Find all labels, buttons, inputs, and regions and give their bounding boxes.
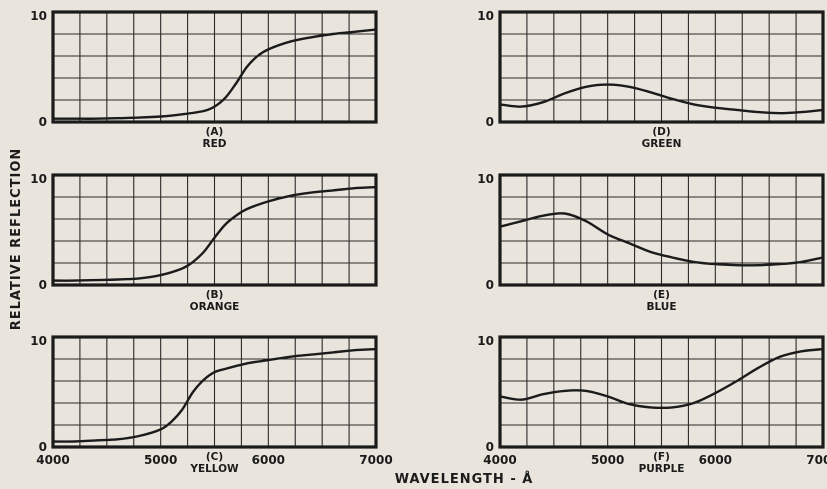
y-tick-label: 10 — [477, 172, 494, 186]
panel-letter: (A) — [206, 126, 224, 138]
panel-orange: 10 0 (B)ORANGE — [30, 172, 378, 313]
x-tick-label: 5000 — [591, 453, 624, 467]
y-tick-label: 10 — [30, 9, 47, 23]
x-axis-label: WAVELENGTH - Å — [395, 471, 534, 487]
x-tick-label: 4000 — [483, 453, 516, 467]
x-tick-label: 4000 — [36, 453, 69, 467]
y-tick-label: 10 — [477, 334, 494, 348]
x-tick-label: 7000 — [359, 453, 392, 467]
series-line-blue — [498, 212, 825, 267]
panel-green: 10 0 (D)GREEN — [477, 9, 825, 150]
y-tick-label: 10 — [477, 9, 494, 23]
series-line-purple — [498, 347, 825, 410]
panel-letter: (C) — [206, 451, 223, 463]
y-tick-label: 0 — [39, 278, 47, 292]
series-line-red — [51, 28, 378, 120]
panel-letter: (D) — [652, 126, 670, 138]
panel-frame — [498, 173, 825, 287]
y-tick-label: 0 — [486, 440, 494, 454]
panel-frame — [51, 10, 378, 124]
x-tick-label: 7000 — [806, 453, 827, 467]
panel-letter: (B) — [206, 289, 224, 301]
panel-name: GREEN — [642, 138, 682, 150]
panel-red: 10 0 (A)RED — [30, 9, 378, 150]
series-line-orange — [51, 185, 378, 282]
y-axis-label: RELATIVE REFLECTION — [9, 148, 24, 331]
y-tick-label: 10 — [30, 334, 47, 348]
panel-letter: (E) — [653, 289, 670, 301]
y-tick-label: 0 — [39, 440, 47, 454]
panel-frame — [51, 173, 378, 287]
y-tick-label: 0 — [486, 115, 494, 129]
series-line-green — [498, 83, 825, 115]
panel-frame — [51, 335, 378, 449]
series-line-yellow — [51, 347, 378, 443]
panel-name: RED — [203, 138, 227, 150]
panel-name: YELLOW — [189, 463, 239, 475]
panel-frame — [498, 10, 825, 124]
y-tick-label: 0 — [39, 115, 47, 129]
panel-name: PURPLE — [639, 463, 685, 475]
panel-blue: 10 0 (E)BLUE — [477, 172, 825, 313]
panel-name: BLUE — [646, 301, 676, 313]
panel-name: ORANGE — [190, 301, 240, 313]
y-tick-label: 0 — [486, 278, 494, 292]
panel-frame — [498, 335, 825, 449]
x-tick-label: 6000 — [252, 453, 285, 467]
x-tick-label: 6000 — [699, 453, 732, 467]
panel-letter: (F) — [653, 451, 670, 463]
y-tick-label: 10 — [30, 172, 47, 186]
x-tick-label: 5000 — [144, 453, 177, 467]
